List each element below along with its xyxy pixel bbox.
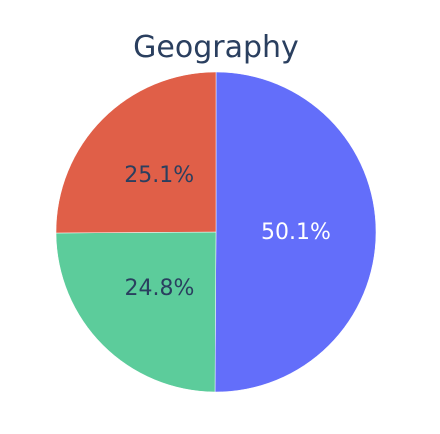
pie-slice-0[interactable]	[214, 71, 377, 393]
slice-label-2: 25.1%	[124, 163, 194, 188]
slices-layer	[55, 71, 377, 393]
slice-label-1: 24.8%	[124, 276, 194, 301]
slice-labels-layer: 50.1% 24.8% 25.1%	[124, 163, 331, 301]
pie-slice-1[interactable]	[55, 231, 217, 393]
slice-label-0: 50.1%	[261, 220, 331, 245]
pie-slice-2[interactable]	[55, 71, 217, 234]
chart-title: Geography	[133, 30, 299, 65]
